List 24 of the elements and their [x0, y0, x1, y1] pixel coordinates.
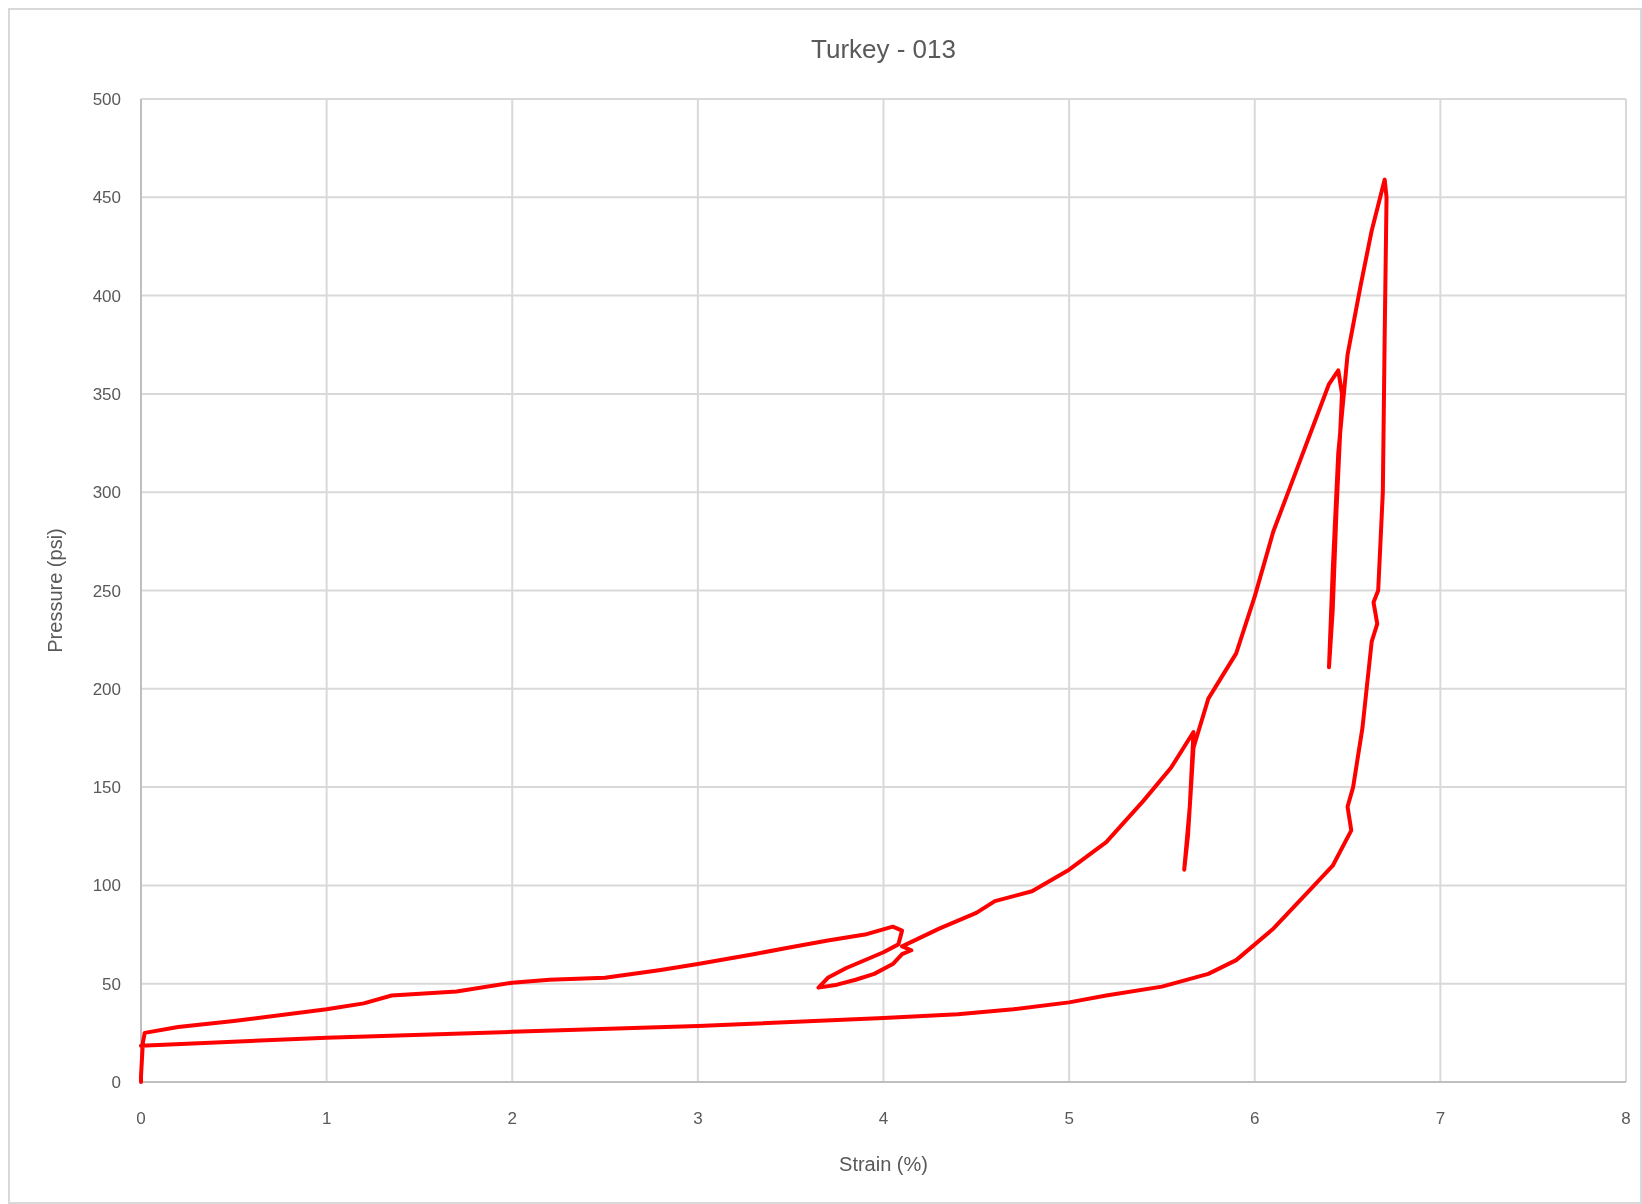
y-axis-title: Pressure (psi) [44, 528, 66, 653]
x-tick-label: 5 [1064, 1109, 1074, 1128]
y-tick-label: 150 [92, 778, 121, 798]
y-tick-label: 350 [92, 384, 121, 404]
y-tick-label: 50 [102, 974, 121, 994]
y-tick-label: 0 [111, 1073, 121, 1092]
x-tick-label: 0 [136, 1109, 146, 1128]
y-tick-label: 450 [92, 188, 121, 208]
x-axis-title: Strain (%) [839, 1153, 928, 1175]
y-tick-label: 500 [92, 90, 121, 109]
x-tick-label: 1 [321, 1109, 332, 1128]
x-tick-label: 4 [878, 1109, 889, 1128]
y-tick-label: 300 [92, 483, 121, 503]
chart-title: Turkey - 013 [811, 34, 956, 64]
y-tick-label: 400 [92, 286, 121, 306]
y-tick-label: 100 [92, 876, 121, 896]
y-tick-label: 250 [92, 581, 121, 601]
x-tick-label: 2 [507, 1109, 517, 1128]
line-series [139, 177, 1389, 1084]
x-tick-label: 8 [1621, 1109, 1631, 1128]
x-tick-label: 6 [1250, 1109, 1260, 1128]
x-tick-label: 3 [693, 1109, 703, 1128]
x-tick-label: 7 [1435, 1109, 1446, 1128]
y-tick-label: 200 [92, 679, 121, 699]
